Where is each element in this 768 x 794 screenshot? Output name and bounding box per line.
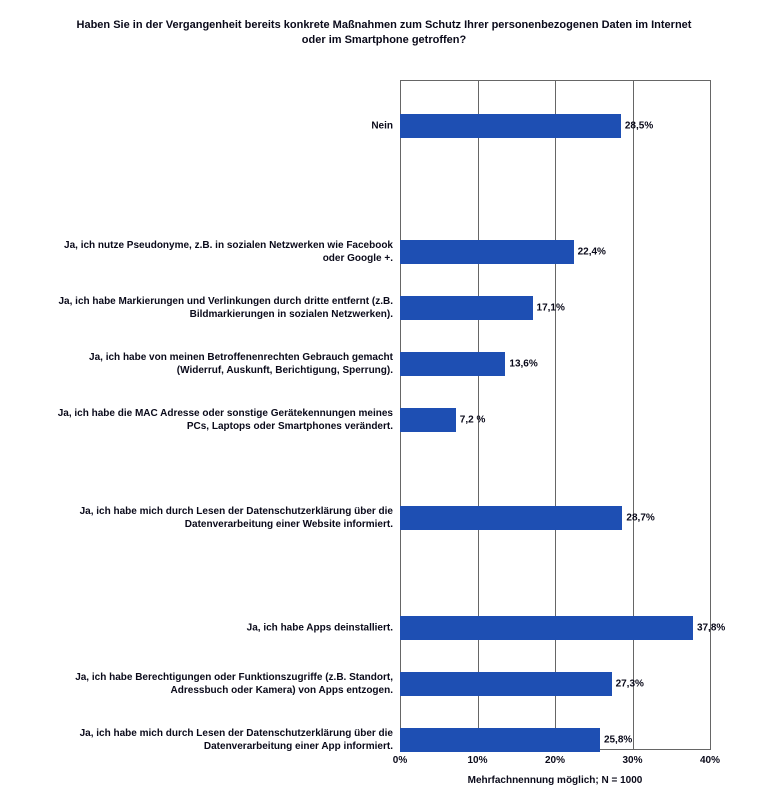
category-label: Ja, ich habe Apps deinstalliert.	[247, 622, 393, 635]
bar-value-label: 13,6%	[509, 359, 537, 370]
category-label: Ja, ich habe von meinen Betroffenenrecht…	[53, 351, 393, 377]
bar-value-label: 25,8%	[604, 735, 632, 746]
category-label: Ja, ich habe mich durch Lesen der Datens…	[53, 505, 393, 531]
bar-value-label: 28,7%	[626, 513, 654, 524]
gridline	[710, 80, 711, 750]
category-label: Ja, ich habe Markierungen und Verlinkung…	[53, 295, 393, 321]
x-tick-label: 10%	[467, 755, 487, 766]
bar-value-label: 7,2 %	[460, 415, 486, 426]
x-tick-label: 30%	[622, 755, 642, 766]
x-tick-label: 20%	[545, 755, 565, 766]
plot-area: 28,5%22,4%17,1%13,6%7,2 %28,7%37,8%27,3%…	[400, 80, 710, 750]
bar-value-label: 37,8%	[697, 623, 725, 634]
bar	[400, 616, 693, 640]
category-label: Ja, ich nutze Pseudonyme, z.B. in sozial…	[53, 239, 393, 265]
bar	[400, 240, 574, 264]
bar	[400, 352, 505, 376]
bar-value-label: 17,1%	[537, 303, 565, 314]
gridline	[633, 80, 634, 750]
bar	[400, 672, 612, 696]
category-label: Ja, ich habe die MAC Adresse oder sonsti…	[53, 407, 393, 433]
gridline	[555, 80, 556, 750]
bar-value-label: 28,5%	[625, 121, 653, 132]
bar	[400, 408, 456, 432]
x-tick-label: 40%	[700, 755, 720, 766]
bar-value-label: 27,3%	[616, 679, 644, 690]
chart-footer: Mehrfachnennung möglich; N = 1000	[400, 775, 710, 786]
bar	[400, 506, 622, 530]
chart-container: Haben Sie in der Vergangenheit bereits k…	[0, 0, 768, 794]
x-tick-label: 0%	[393, 755, 407, 766]
category-label: Nein	[371, 120, 393, 133]
category-label: Ja, ich habe Berechtigungen oder Funktio…	[53, 671, 393, 697]
category-label: Ja, ich habe mich durch Lesen der Datens…	[53, 727, 393, 753]
chart-title: Haben Sie in der Vergangenheit bereits k…	[74, 18, 694, 49]
bar	[400, 728, 600, 752]
bar	[400, 114, 621, 138]
bar-value-label: 22,4%	[578, 247, 606, 258]
bar	[400, 296, 533, 320]
